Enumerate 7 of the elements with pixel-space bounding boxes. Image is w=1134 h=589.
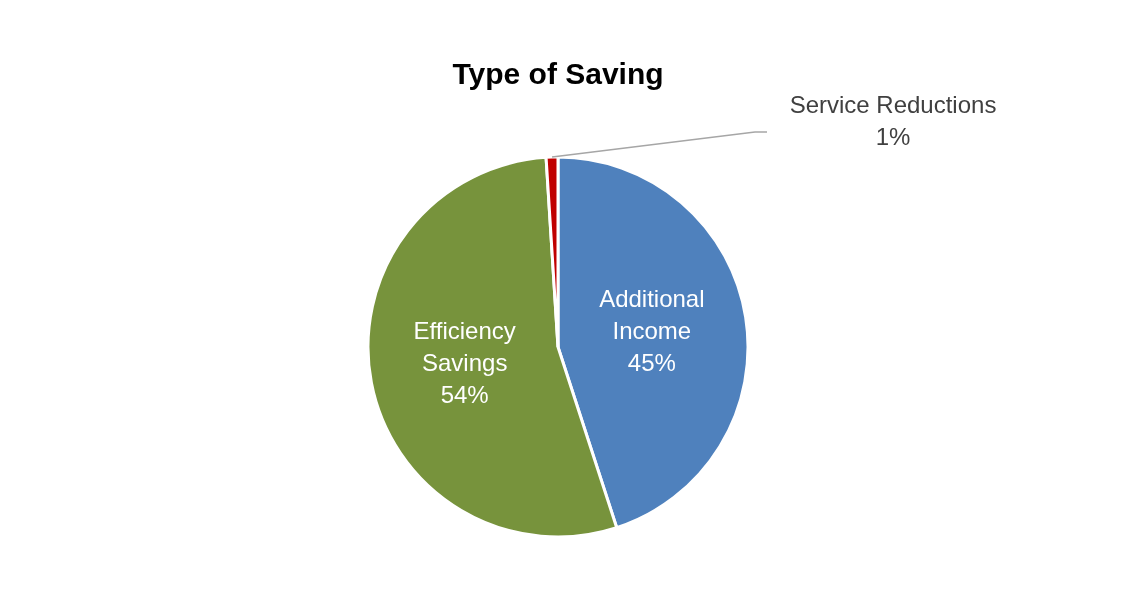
- slice-label: Efficiency Savings: [413, 317, 516, 377]
- chart-title: Type of Saving: [452, 57, 664, 91]
- slice-label: Service Reductions: [789, 90, 997, 118]
- slice-label: Additional Income: [599, 284, 705, 344]
- data-label: 54%: [440, 381, 489, 409]
- data-label: 45%: [627, 348, 676, 376]
- data-label: 1%: [875, 122, 911, 150]
